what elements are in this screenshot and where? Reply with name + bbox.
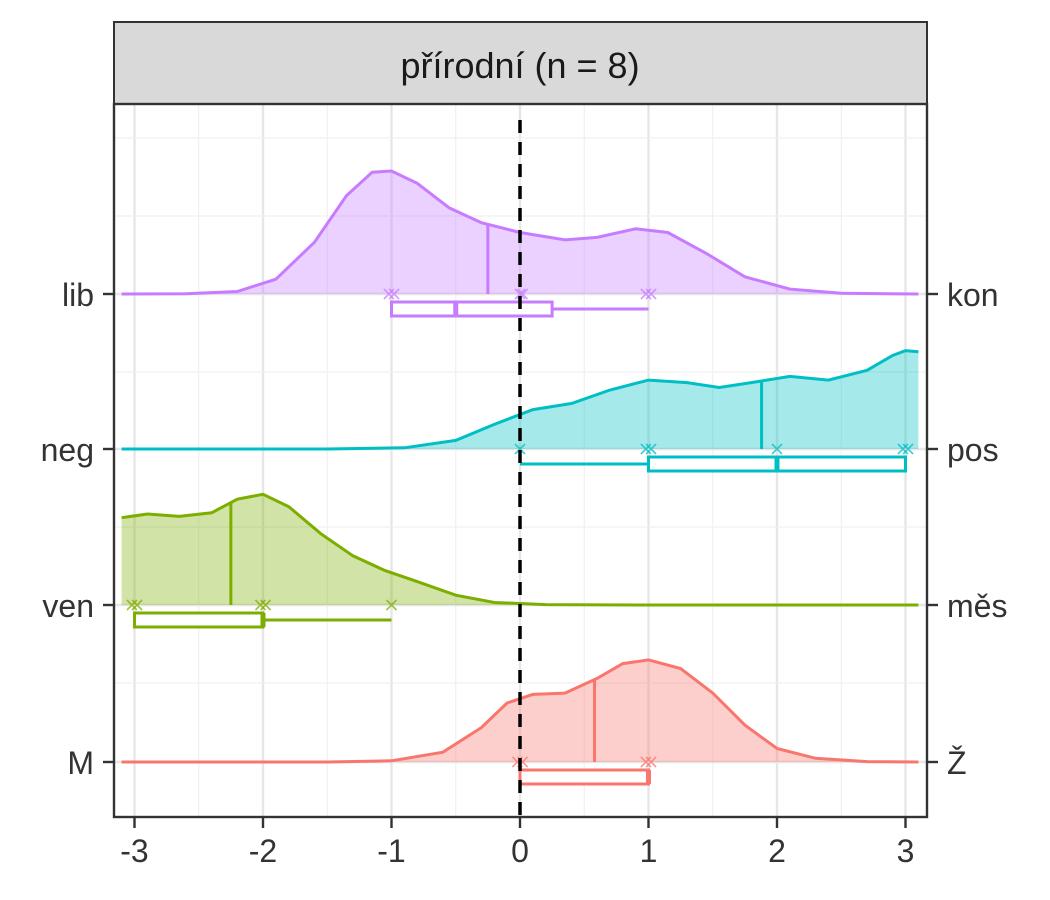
- x-tick-label: -3: [120, 833, 148, 869]
- x-tick-label: -1: [377, 833, 405, 869]
- x-tick-label: 1: [640, 833, 658, 869]
- y-label-right: měs: [947, 588, 1007, 624]
- box-ven: [133, 611, 265, 629]
- x-tick-label: 3: [897, 833, 915, 869]
- y-label-left: ven: [42, 588, 94, 624]
- data-point-M: [640, 756, 652, 768]
- panel-strip: přírodní (n = 8): [113, 21, 928, 105]
- y-label-left: M: [67, 745, 94, 781]
- x-tick-label: -2: [249, 833, 277, 869]
- density-line-ven: [121, 492, 919, 607]
- x-axis: -3 -2 -1 0 1 2 3: [120, 817, 914, 869]
- x-tick-label: 0: [511, 833, 529, 869]
- data-point-neg: [640, 443, 652, 455]
- y-label-right: kon: [947, 277, 999, 313]
- panel-strip-background: [113, 21, 928, 105]
- data-point-ven: [260, 599, 272, 611]
- data-point-neg: [771, 443, 783, 455]
- data-point-M: [645, 756, 657, 768]
- y-label-right: pos: [947, 432, 999, 468]
- data-point-lib: [640, 288, 652, 300]
- data-point-ven: [254, 599, 266, 611]
- data-point-neg: [897, 443, 909, 455]
- data-point-neg: [645, 443, 657, 455]
- ridge-ven: ven měs: [42, 492, 1007, 629]
- ridge-neg: neg pos: [41, 349, 999, 473]
- data-point-lib: [514, 288, 526, 300]
- y-label-right: Ž: [947, 745, 967, 781]
- density-area-neg: [121, 350, 919, 449]
- data-point-ven: [131, 599, 143, 611]
- data-point-lib: [383, 288, 395, 300]
- box-lib: [390, 300, 554, 318]
- density-area-ven: [121, 494, 919, 605]
- data-point-ven: [126, 599, 138, 611]
- data-point-lib: [645, 288, 657, 300]
- density-line-lib: [121, 169, 919, 296]
- y-label-left: lib: [62, 277, 94, 313]
- panel-title: přírodní (n = 8): [400, 45, 639, 86]
- density-line-neg: [121, 349, 919, 451]
- data-point-ven: [385, 599, 398, 611]
- density-area-M: [121, 659, 919, 762]
- data-point-lib: [388, 288, 400, 300]
- y-label-left: neg: [41, 432, 94, 468]
- box-M: [518, 768, 650, 786]
- density-line-M: [121, 658, 919, 764]
- x-tick-label: 2: [768, 833, 786, 869]
- data-point-neg: [902, 443, 914, 455]
- data-point-neg: [514, 443, 526, 455]
